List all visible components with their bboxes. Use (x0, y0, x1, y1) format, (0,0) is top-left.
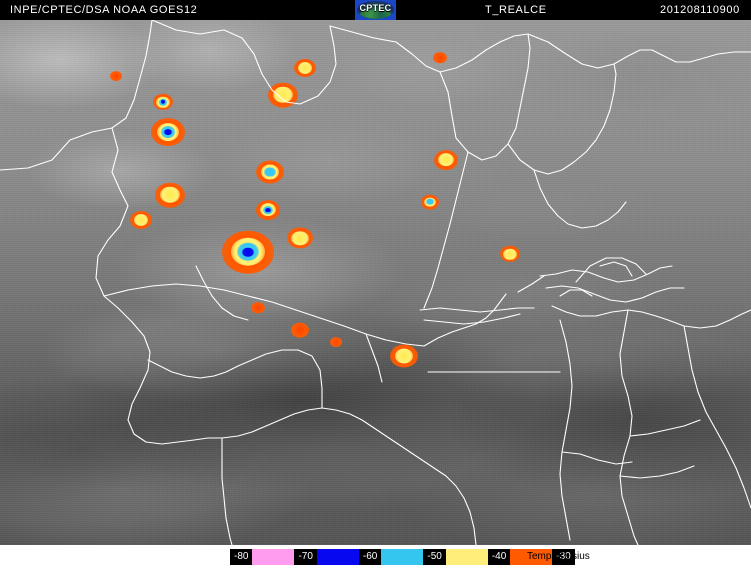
cell-ring-orange (110, 71, 122, 81)
cptec-logo: CPTEC (355, 0, 396, 20)
convective-cell (256, 160, 284, 184)
cell-ring-cyan (426, 198, 434, 206)
cell-ring-yellow (394, 348, 414, 364)
legend-caption: Temp. Celsius (527, 551, 590, 562)
cell-ring-yellow (160, 186, 180, 204)
cell-ring-orange (433, 52, 447, 64)
convective-cell (222, 230, 274, 274)
convective-cell (433, 52, 447, 64)
convective-cell (330, 337, 342, 347)
cell-ring-yellow (133, 214, 149, 226)
legend-tick-minus60: -60 (358, 549, 382, 565)
cell-ring-blue (160, 100, 166, 104)
sensor-noise-texture (0, 20, 751, 545)
header-product-label: T_REALCE (485, 4, 547, 16)
cell-ring-orange (251, 302, 265, 314)
color-legend: -80 -70 -60 -50 -40 -30 Temp. Celsius (0, 545, 751, 568)
header-timestamp-label: 201208110900 (660, 4, 740, 16)
political-boundary-overlay (0, 20, 751, 545)
legend-tick-minus80: -80 (230, 549, 253, 565)
convective-cell (287, 227, 313, 249)
cell-ring-blue (242, 247, 254, 257)
cell-ring-orange (330, 337, 342, 347)
cell-ring-yellow (273, 86, 293, 104)
legend-swatch-pink (252, 549, 295, 565)
convective-cell (256, 200, 280, 220)
convective-cell (291, 322, 309, 338)
convective-cell (130, 210, 152, 230)
legend-tick-minus40: -40 (487, 549, 511, 565)
convective-cell (153, 93, 173, 111)
cell-ring-yellow (438, 153, 454, 167)
convective-cell (434, 150, 458, 170)
legend-tick-minus70: -70 (294, 549, 317, 565)
satellite-image-canvas (0, 20, 751, 545)
cell-ring-blue (265, 207, 271, 213)
legend-tick-minus30: -30 (552, 549, 575, 565)
convective-cell (151, 118, 185, 146)
cell-ring-cyan (264, 167, 276, 177)
convective-cell (500, 245, 520, 263)
convective-cell (251, 302, 265, 314)
cell-ring-orange (291, 322, 309, 338)
header-bar: INPE/CPTEC/DSA NOAA GOES12 CPTEC T_REALC… (0, 0, 751, 20)
convective-cell (390, 344, 418, 368)
cell-ring-blue (164, 128, 172, 136)
legend-swatch-cyan (381, 549, 424, 565)
cell-ring-yellow (297, 62, 313, 74)
globe-icon (357, 1, 394, 19)
cell-ring-yellow (291, 230, 309, 246)
legend-swatch-blue (316, 549, 359, 565)
convective-cell (294, 58, 316, 78)
legend-swatch-orange (510, 549, 553, 565)
legend-swatch-yellow (445, 549, 488, 565)
legend-tick-minus50: -50 (423, 549, 446, 565)
convective-cell (155, 182, 185, 208)
cell-ring-yellow (503, 248, 517, 260)
convective-cell (268, 82, 298, 108)
cptec-logo-text: CPTEC (359, 3, 392, 13)
header-source-label: INPE/CPTEC/DSA NOAA GOES12 (10, 4, 198, 16)
convective-cell (421, 194, 439, 210)
legend-strip: -80 -70 -60 -50 -40 -30 (230, 549, 575, 565)
convective-cell (110, 71, 122, 81)
